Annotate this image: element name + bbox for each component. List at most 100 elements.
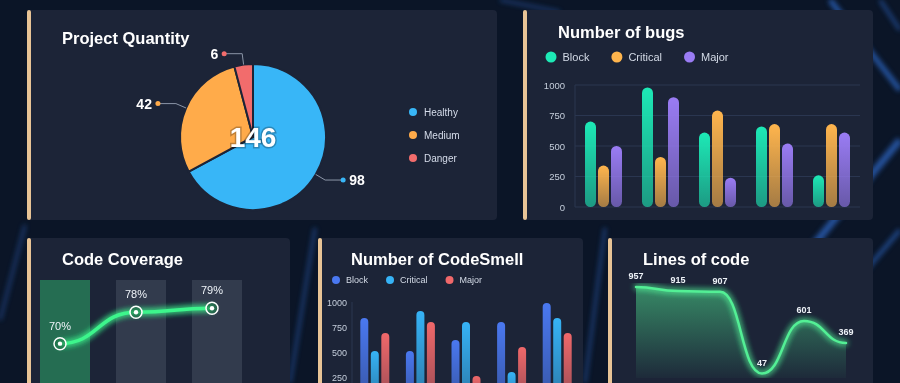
bar [611, 146, 622, 207]
bar [712, 111, 723, 207]
panel [27, 238, 290, 383]
marker-dot [134, 310, 138, 314]
legend-marker [409, 131, 417, 139]
legend-label: Block [563, 51, 590, 63]
bar [543, 303, 551, 383]
y-axis: 2505007501000 [327, 298, 352, 383]
data-labels: 957 915 907 47 601 369 [628, 271, 853, 367]
bar [473, 376, 481, 383]
panel-accent [523, 10, 527, 220]
legend-label: Critical [400, 275, 428, 285]
legend-marker [386, 276, 394, 284]
panel [523, 10, 873, 220]
marker [54, 338, 66, 350]
data-label: 78% [125, 288, 147, 300]
data-label: 957 [628, 271, 643, 281]
tick-label: 750 [549, 110, 565, 121]
label-dot [341, 178, 346, 183]
background-streak [0, 225, 25, 320]
label-dot [222, 51, 227, 56]
tick-label: 1000 [544, 80, 565, 91]
legend-marker [611, 52, 622, 63]
label-leader [224, 54, 243, 65]
panel-accent [608, 238, 612, 383]
panel-accent [318, 238, 322, 383]
background-streak [585, 228, 605, 383]
plot [54, 302, 218, 349]
area-fill [636, 287, 846, 378]
bar [598, 166, 609, 207]
panel [27, 10, 497, 220]
marker [130, 306, 142, 318]
background-streak [290, 228, 315, 383]
pie-total: 146 [230, 122, 277, 153]
data-label: 915 [670, 275, 685, 285]
bar [360, 318, 368, 383]
bar [826, 124, 837, 207]
data-label: 369 [838, 327, 853, 337]
bar [452, 340, 460, 383]
bar [642, 87, 653, 207]
legend-marker [332, 276, 340, 284]
bar [406, 351, 414, 383]
bar [508, 372, 516, 383]
data-label: 47 [757, 358, 767, 368]
bar [813, 175, 824, 207]
marker [206, 302, 218, 314]
data-label: 42 [136, 96, 152, 112]
data-label: 6 [210, 46, 218, 62]
legend: BlockCriticalMajor [546, 51, 729, 63]
data-label: 907 [712, 276, 727, 286]
bar [427, 322, 435, 383]
tick-label: 500 [332, 348, 347, 358]
legend-label: Major [460, 275, 483, 285]
bars [360, 303, 571, 383]
bar [564, 333, 572, 383]
y-axis-line [352, 302, 353, 383]
legend-label: Healthy [424, 107, 458, 118]
legend: Block Critical Major [332, 275, 482, 285]
pie-labels: 98 42 6 [136, 46, 365, 188]
data-label: 79% [201, 284, 223, 296]
label-dot [155, 101, 160, 106]
legend-marker [409, 108, 417, 116]
bar [553, 318, 561, 383]
legend-marker [446, 276, 454, 284]
marker-dot [58, 341, 62, 345]
bar [839, 133, 850, 207]
legend-label: Critical [628, 51, 662, 63]
y-axis: 02505007501000 [544, 80, 860, 213]
data-label: 70% [49, 320, 71, 332]
plot [636, 287, 846, 378]
data-label: 601 [796, 305, 811, 315]
legend-label: Medium [424, 130, 460, 141]
label-leader [316, 174, 343, 180]
bar [769, 124, 780, 207]
bar [668, 97, 679, 207]
data-label: 98 [349, 172, 365, 188]
chart-title: Project Quantity [62, 29, 190, 47]
pie [180, 64, 326, 210]
dashboard: Project Quantity98426146HealthyMediumDan… [0, 0, 900, 383]
chart-title: Lines of code [643, 250, 749, 268]
panel-accent [27, 10, 31, 220]
chart-title: Number of CodeSmell [351, 250, 523, 268]
legend-marker [684, 52, 695, 63]
bar [655, 157, 666, 207]
bar [518, 347, 526, 383]
y-axis-line [575, 85, 576, 207]
bar [416, 311, 424, 383]
column-bands [40, 280, 242, 383]
bar [756, 126, 767, 207]
marker-dot [210, 306, 214, 310]
tick-label: 0 [560, 202, 565, 213]
column-band [116, 280, 166, 383]
grid-line [575, 85, 860, 86]
tick-label: 750 [332, 323, 347, 333]
bar [725, 178, 736, 207]
bar [462, 322, 470, 383]
legend-label: Block [346, 275, 369, 285]
label-leader [158, 104, 186, 108]
bar [585, 122, 596, 207]
chart-title: Number of bugs [558, 23, 685, 41]
